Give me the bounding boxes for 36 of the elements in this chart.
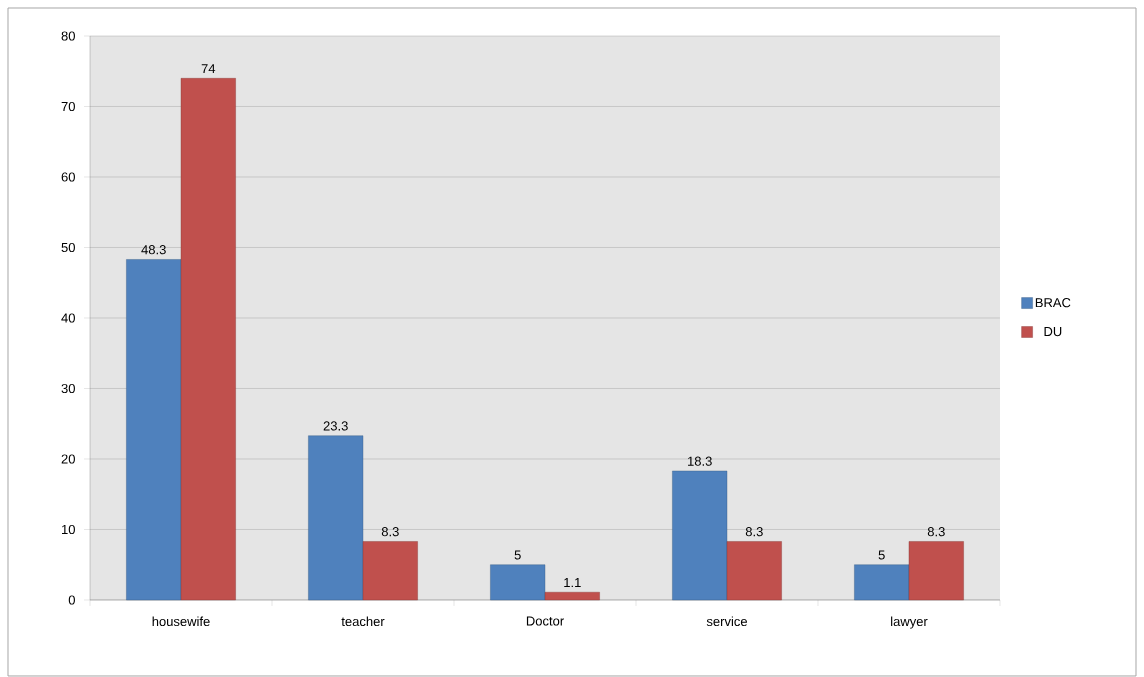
x-tick-label: teacher [341,616,385,627]
x-tick-label: housewife [152,616,210,627]
legend-label: DU [1044,327,1062,337]
bar [544,592,600,601]
data-label: 8.3 [381,527,399,537]
x-tick-label: Doctor [526,616,564,626]
data-label: 8.3 [745,527,763,537]
data-label: 8.3 [927,527,945,537]
bar [726,541,782,601]
y-tick-label: 0 [68,595,75,605]
y-tick-label: 10 [62,524,75,535]
data-label: 23.3 [323,421,348,431]
bar [308,435,364,601]
bar [672,470,728,601]
y-tick-label: 40 [61,313,75,323]
bar [362,541,418,601]
y-tick-label: 60 [61,172,75,182]
x-tick-label: lawyer [891,616,928,629]
bar [490,564,546,601]
bar [126,259,182,601]
y-tick-label: 50 [61,242,75,253]
data-label: 5 [878,550,885,560]
y-tick-label: 80 [61,31,75,41]
data-label: 1.1 [564,578,581,588]
data-label: 5 [514,550,521,560]
data-label: 48.3 [141,245,166,255]
data-label: 74 [201,64,216,74]
y-tick-label: 20 [61,454,75,464]
bar [908,541,964,601]
bar [180,78,236,601]
x-tick-label: service [706,616,747,627]
y-tick-label: 30 [61,383,75,394]
bar [854,564,910,601]
data-label: 18.3 [688,456,712,466]
y-tick-label: 70 [61,101,75,112]
legend-label: BRAC [1035,298,1071,308]
